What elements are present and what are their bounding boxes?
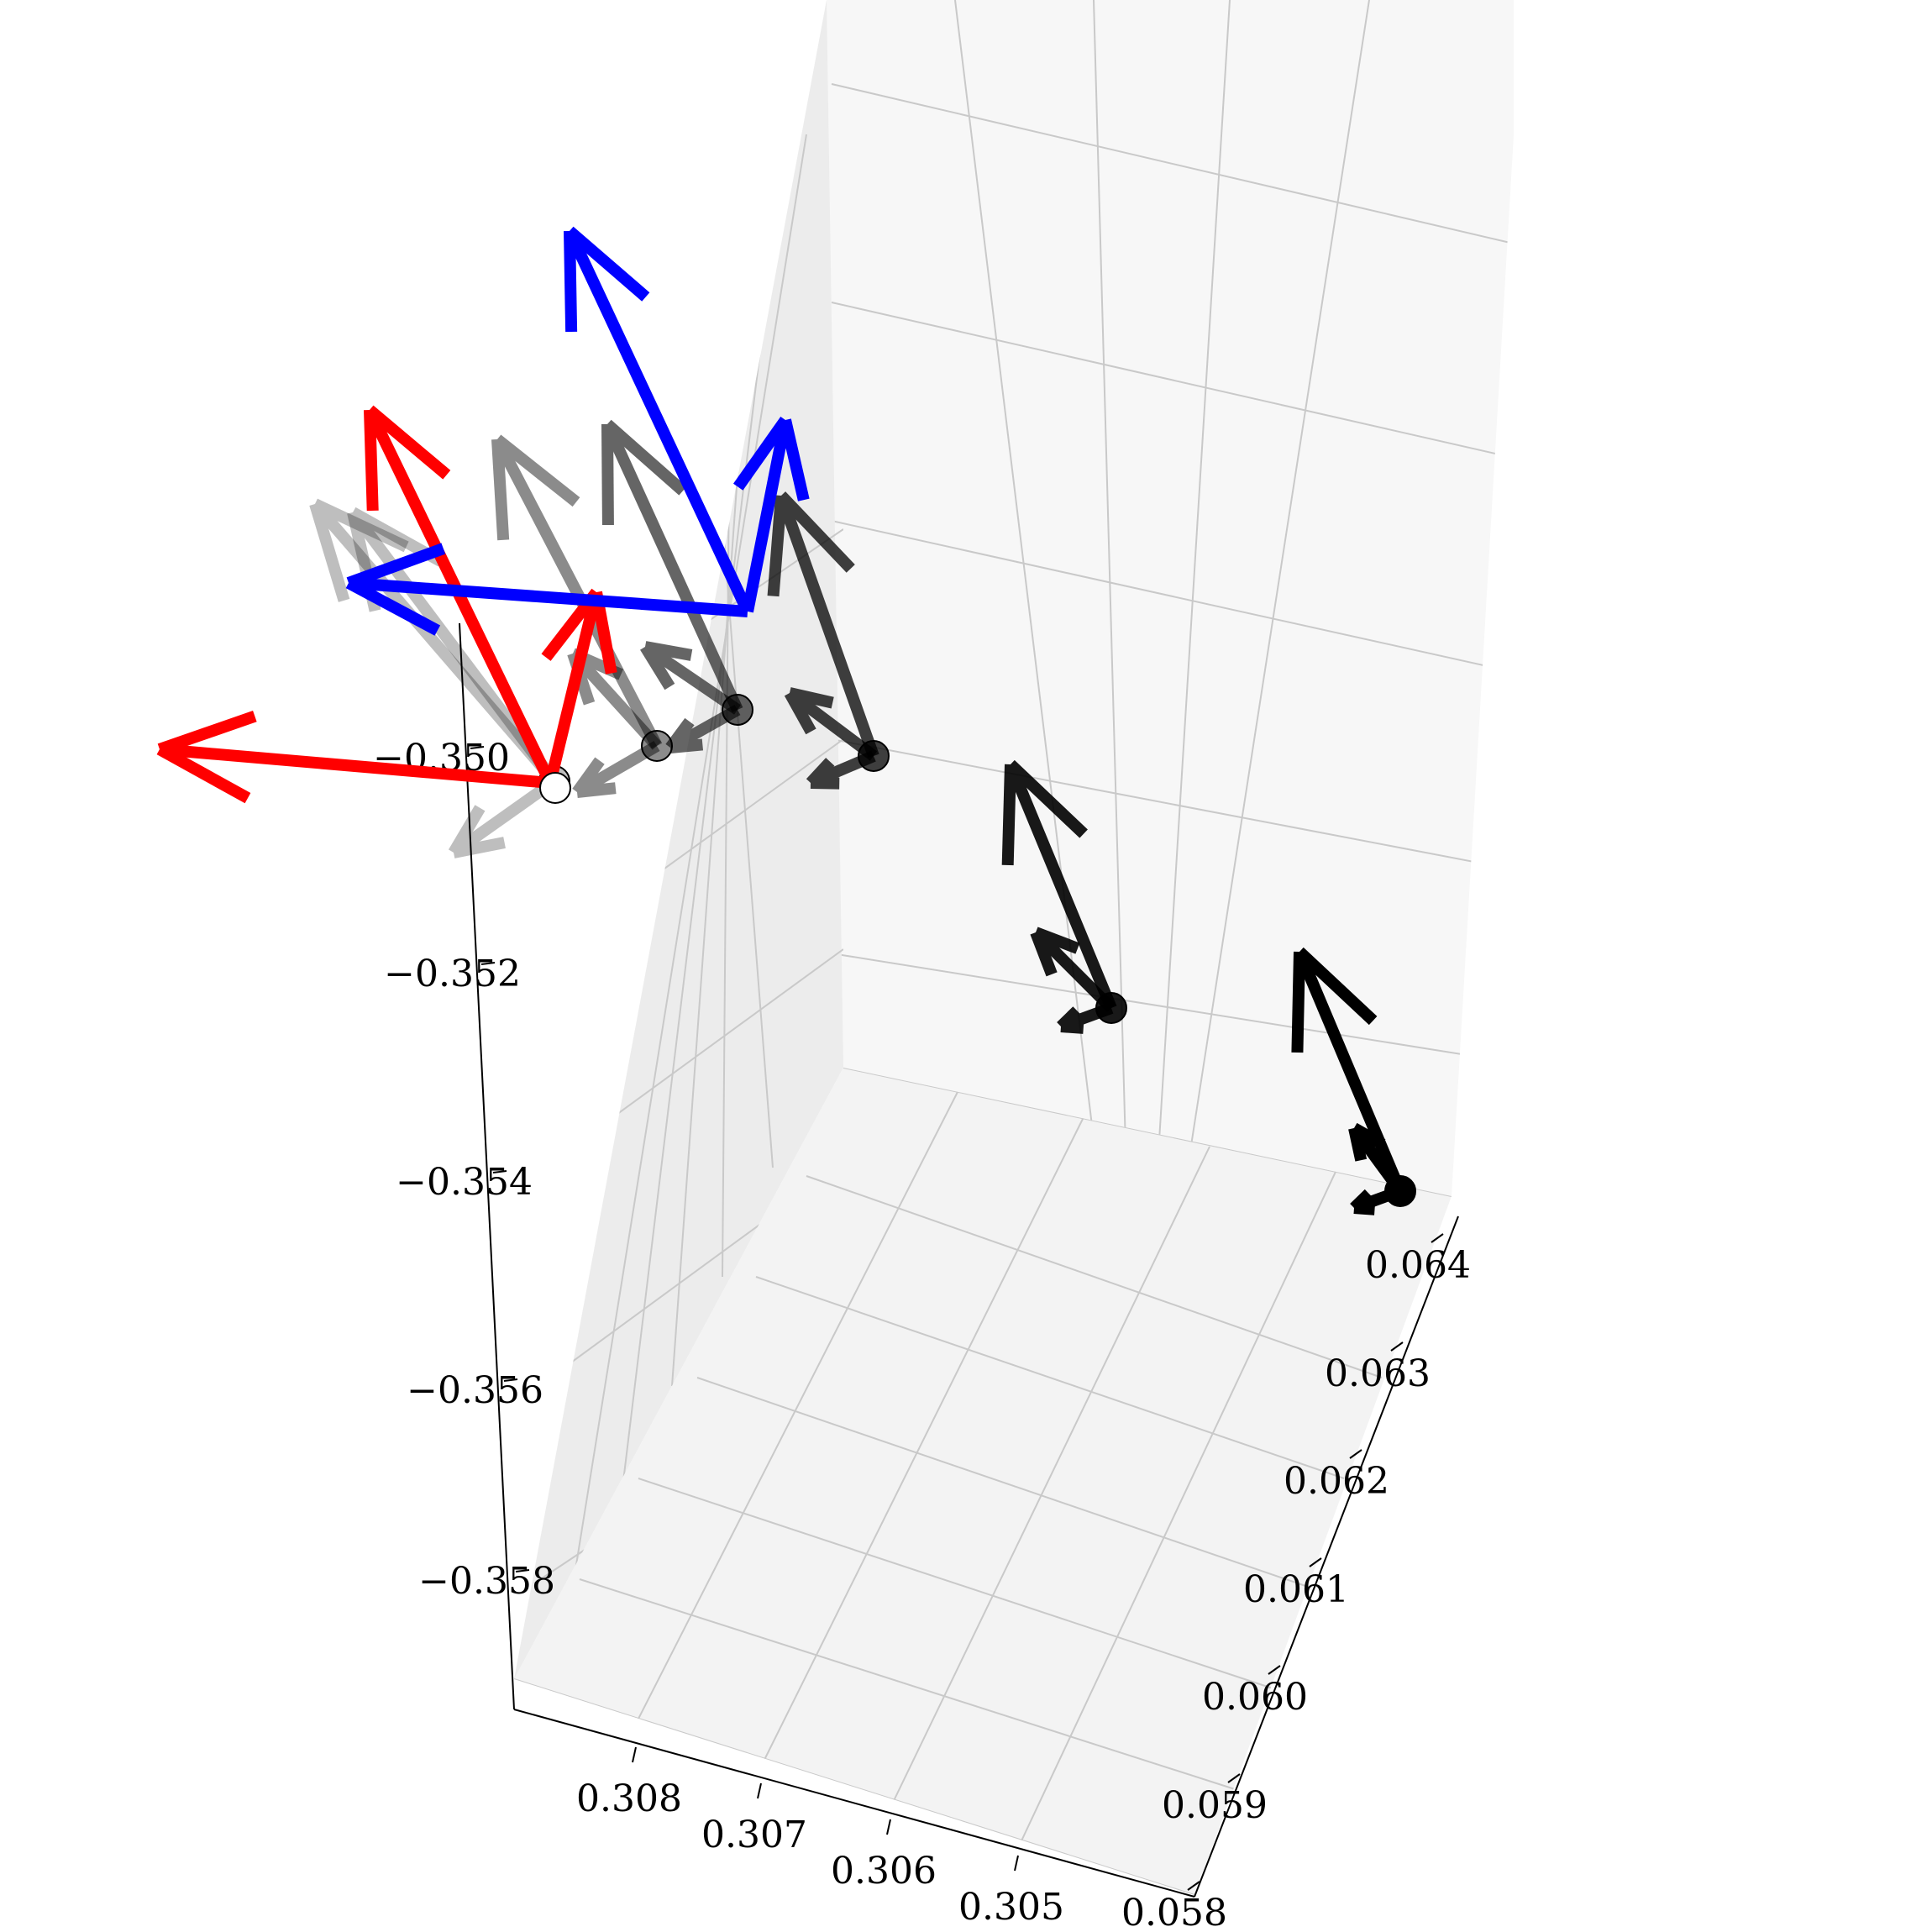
pane-back <box>827 0 1514 1196</box>
z-tick <box>470 746 485 749</box>
blue-frame-arrow-3 <box>732 416 810 613</box>
pose-1 <box>1291 947 1416 1215</box>
z-tick-label: −0.356 <box>407 1369 543 1412</box>
pose-arrow-mid <box>784 687 878 761</box>
pose-3 <box>767 491 890 790</box>
gridline-back-y <box>1157 0 1231 1168</box>
current-origin-marker <box>539 772 571 804</box>
y-tick <box>1431 1233 1444 1243</box>
pose-arrow-mid <box>1030 927 1116 1012</box>
pose-arrow-long <box>491 434 663 749</box>
pose-origin-marker <box>722 694 753 726</box>
pose-arrow-long <box>767 491 879 759</box>
z-axis-line <box>459 622 515 1710</box>
y-axis-line <box>1194 1215 1459 1898</box>
pose-arrow-short <box>448 776 559 858</box>
gridline-floor-y <box>696 1377 1311 1588</box>
gridline-floor-y <box>579 1578 1236 1790</box>
y-tick-label: 0.060 <box>1202 1676 1308 1719</box>
axis-ticks <box>470 746 1444 1891</box>
y-tick <box>1268 1665 1281 1675</box>
current-frames <box>156 226 810 804</box>
pose-4 <box>601 419 753 753</box>
gridline-floor-x <box>635 1091 958 1725</box>
pose-2 <box>1001 759 1127 1034</box>
pose-5 <box>491 434 673 798</box>
gridline-back-z <box>831 83 1514 244</box>
y-tick <box>1187 1881 1200 1891</box>
blue-frame-arrow-1 <box>564 226 753 614</box>
pose-origin-marker <box>858 740 890 772</box>
pose-frames <box>156 226 1416 1215</box>
gridline-floor-y <box>806 1175 1383 1378</box>
pose-arrow-long <box>601 419 743 712</box>
y-tick <box>1390 1341 1404 1352</box>
y-tick-label: 0.062 <box>1284 1460 1389 1503</box>
z-tick <box>480 962 496 965</box>
axis-lines <box>459 622 1459 1898</box>
gridline-left-x <box>570 134 807 1597</box>
x-tick-label: 0.307 <box>701 1814 807 1856</box>
gridline-floor-y <box>755 1276 1345 1479</box>
red-frame-arrow-1 <box>156 711 551 804</box>
gridline-back-y <box>1093 0 1126 1147</box>
x-tick-label: 0.306 <box>831 1850 937 1893</box>
pose-origin-marker <box>1095 992 1127 1024</box>
blue-frame-arrow-2 <box>345 543 748 636</box>
y-tick-label: 0.063 <box>1325 1352 1431 1395</box>
z-tick-label: −0.352 <box>384 953 521 995</box>
z-tick <box>492 1170 507 1173</box>
pose-arrow-long <box>309 498 559 785</box>
gridline-back-z <box>831 738 1514 870</box>
x-tick <box>886 1819 891 1835</box>
y-tick-label: 0.064 <box>1365 1244 1471 1287</box>
pose-arrow-long <box>1001 759 1117 1011</box>
x-tick-label: 0.308 <box>576 1777 682 1820</box>
pose-arrow-long <box>1291 947 1406 1194</box>
gridline-back-z <box>831 953 1514 1063</box>
y-tick-label: 0.061 <box>1243 1568 1349 1611</box>
x-tick-label: 0.305 <box>958 1886 1064 1929</box>
y-tick <box>1227 1773 1241 1783</box>
pose-arrow-mid <box>640 641 741 715</box>
gridline-floor-y <box>638 1478 1273 1689</box>
pose-origin-marker <box>641 730 673 762</box>
x-tick <box>757 1782 762 1799</box>
x-axis-line <box>513 1709 1195 1898</box>
y-tick-label: 0.058 <box>1121 1892 1227 1932</box>
y-tick <box>1309 1557 1322 1567</box>
y-tick <box>1349 1449 1362 1459</box>
gridline-floor-x <box>890 1146 1210 1809</box>
gridline-back-z <box>831 520 1514 673</box>
z-tick-label: −0.354 <box>396 1161 533 1204</box>
gridline-floor-x <box>760 1116 1084 1767</box>
gridline-back-y <box>1184 0 1370 1189</box>
z-tick <box>503 1378 518 1382</box>
gridline-left-x <box>621 176 782 1496</box>
pane-floor <box>514 1068 1452 1895</box>
gridline-back-y <box>954 0 1093 1126</box>
z-tick-label: −0.358 <box>418 1560 555 1603</box>
x-tick <box>1014 1855 1019 1872</box>
gridline-back-z <box>831 302 1514 459</box>
y-tick-label: 0.059 <box>1162 1784 1268 1827</box>
axis-panes <box>514 0 1514 1895</box>
z-tick <box>515 1569 530 1572</box>
pose-origin-marker <box>1384 1175 1416 1207</box>
gridline-floor-x <box>1017 1171 1336 1849</box>
x-tick <box>632 1746 637 1763</box>
